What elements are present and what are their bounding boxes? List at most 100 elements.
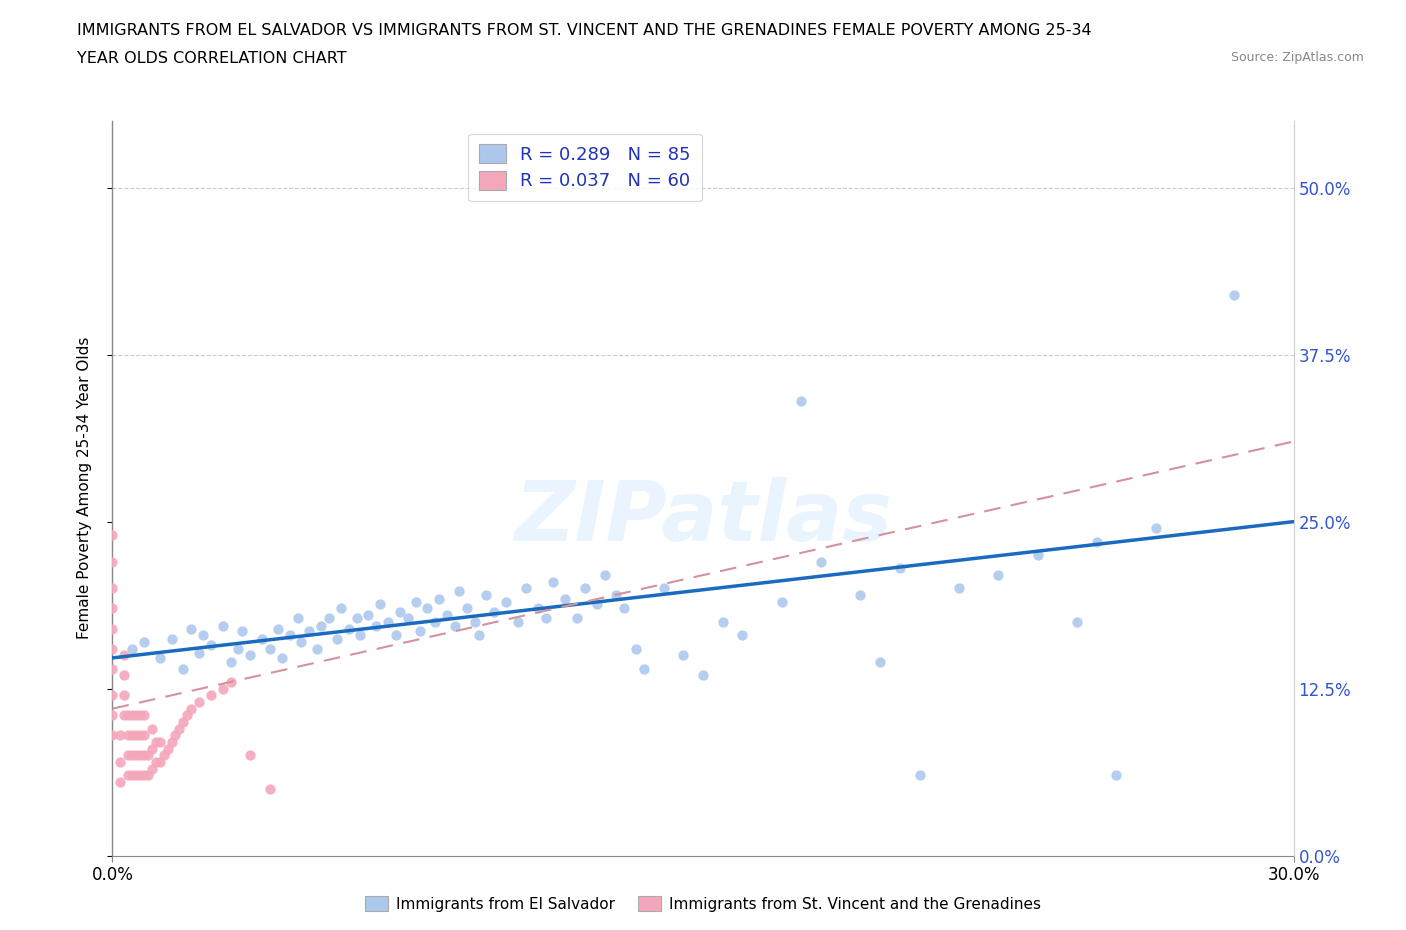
Text: YEAR OLDS CORRELATION CHART: YEAR OLDS CORRELATION CHART bbox=[77, 51, 347, 66]
Point bbox=[908, 768, 931, 783]
Point bbox=[810, 554, 832, 569]
Point bbox=[624, 641, 647, 656]
Point bbox=[554, 591, 576, 606]
Legend: R = 0.289   N = 85, R = 0.037   N = 60: R = 0.289 N = 85, R = 0.037 N = 60 bbox=[468, 134, 702, 201]
Point bbox=[534, 610, 557, 625]
Point bbox=[565, 610, 588, 625]
Text: Source: ZipAtlas.com: Source: ZipAtlas.com bbox=[1230, 51, 1364, 64]
Point bbox=[396, 610, 419, 625]
Point bbox=[172, 714, 194, 729]
Point bbox=[219, 655, 242, 670]
Point bbox=[129, 748, 152, 763]
Point bbox=[101, 621, 124, 636]
Point bbox=[121, 768, 143, 783]
Point bbox=[228, 641, 250, 656]
Point bbox=[1223, 287, 1246, 302]
Point bbox=[132, 768, 155, 783]
Point bbox=[169, 722, 191, 737]
Point bbox=[337, 621, 360, 636]
Point bbox=[889, 561, 911, 576]
Point bbox=[156, 741, 179, 756]
Point bbox=[357, 607, 380, 622]
Point bbox=[1105, 768, 1128, 783]
Point bbox=[948, 581, 970, 596]
Point bbox=[326, 631, 349, 646]
Point bbox=[141, 722, 163, 737]
Legend: Immigrants from El Salvador, Immigrants from St. Vincent and the Grenadines: Immigrants from El Salvador, Immigrants … bbox=[360, 889, 1046, 918]
Point bbox=[447, 584, 470, 599]
Point bbox=[1144, 521, 1167, 536]
Point bbox=[132, 748, 155, 763]
Point bbox=[129, 768, 152, 783]
Point bbox=[101, 688, 124, 703]
Point bbox=[136, 768, 159, 783]
Point bbox=[125, 768, 148, 783]
Point bbox=[117, 708, 139, 723]
Point bbox=[692, 668, 714, 683]
Point bbox=[149, 735, 172, 750]
Point bbox=[385, 628, 408, 643]
Point bbox=[515, 581, 537, 596]
Point bbox=[132, 708, 155, 723]
Point bbox=[593, 567, 616, 582]
Point bbox=[605, 588, 627, 603]
Point bbox=[188, 695, 211, 710]
Point bbox=[112, 688, 135, 703]
Point bbox=[101, 661, 124, 676]
Point bbox=[259, 641, 281, 656]
Point bbox=[290, 634, 312, 649]
Point bbox=[259, 781, 281, 796]
Point bbox=[101, 581, 124, 596]
Point bbox=[125, 748, 148, 763]
Point bbox=[731, 628, 754, 643]
Point bbox=[121, 641, 143, 656]
Point bbox=[506, 615, 529, 630]
Point bbox=[436, 607, 458, 622]
Point bbox=[652, 581, 675, 596]
Point bbox=[366, 618, 388, 633]
Point bbox=[101, 641, 124, 656]
Point bbox=[585, 597, 607, 612]
Point bbox=[484, 605, 506, 620]
Point bbox=[267, 621, 290, 636]
Point bbox=[117, 768, 139, 783]
Point bbox=[349, 628, 371, 643]
Point bbox=[790, 394, 813, 409]
Point bbox=[329, 601, 352, 616]
Point bbox=[176, 708, 198, 723]
Point bbox=[467, 628, 489, 643]
Point bbox=[101, 708, 124, 723]
Point bbox=[368, 597, 391, 612]
Point bbox=[152, 748, 174, 763]
Point bbox=[388, 605, 411, 620]
Point bbox=[132, 634, 155, 649]
Point bbox=[125, 728, 148, 743]
Point bbox=[145, 735, 167, 750]
Point bbox=[132, 728, 155, 743]
Point bbox=[526, 601, 548, 616]
Point bbox=[172, 661, 194, 676]
Point bbox=[346, 610, 368, 625]
Point bbox=[110, 775, 132, 790]
Point bbox=[165, 728, 187, 743]
Point bbox=[318, 610, 340, 625]
Point bbox=[309, 618, 332, 633]
Point bbox=[711, 615, 734, 630]
Point bbox=[211, 618, 233, 633]
Point bbox=[427, 591, 450, 606]
Point bbox=[112, 648, 135, 663]
Point bbox=[180, 701, 202, 716]
Point bbox=[672, 648, 695, 663]
Point bbox=[770, 594, 793, 609]
Point bbox=[101, 527, 124, 542]
Point bbox=[849, 588, 872, 603]
Point bbox=[869, 655, 891, 670]
Point bbox=[239, 648, 262, 663]
Point bbox=[121, 708, 143, 723]
Point bbox=[121, 728, 143, 743]
Point bbox=[188, 645, 211, 660]
Point bbox=[136, 748, 159, 763]
Point bbox=[117, 748, 139, 763]
Point bbox=[141, 741, 163, 756]
Point bbox=[1066, 615, 1088, 630]
